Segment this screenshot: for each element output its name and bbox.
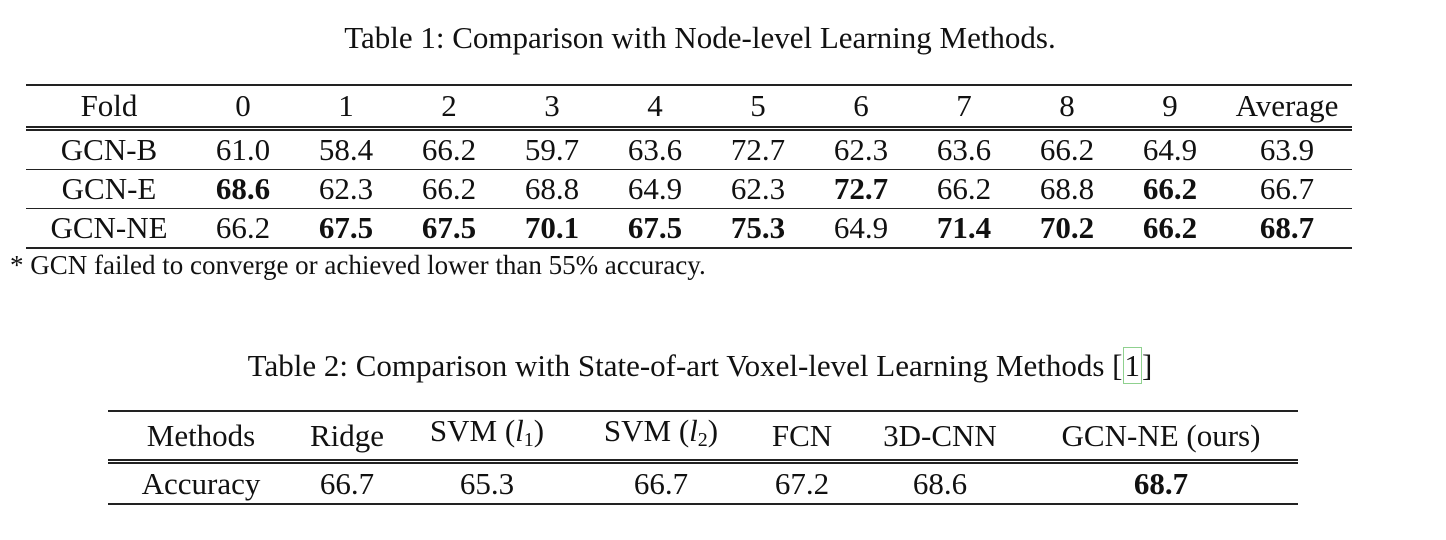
table-cell: 62.3 — [294, 169, 398, 209]
table-cell: 64.9 — [1142, 132, 1198, 167]
header-ridge: Ridge — [309, 417, 385, 453]
table-row: GCN-B 61.0 58.4 66.2 59.7 63.6 72.7 62.3 63.6 66.… — [26, 129, 1352, 170]
header-svm-l1: SVM (l1) — [400, 411, 574, 462]
table-cell: 72.7 — [730, 132, 786, 167]
table-cell: 64.9 — [810, 208, 912, 248]
svm-l1-sub: 1 — [523, 429, 534, 451]
table-cell: 66.2 — [398, 169, 500, 209]
table-cell: 61.0 — [215, 132, 271, 167]
table-cell: 58.4 — [318, 132, 374, 167]
table-cell: 75.3 — [706, 208, 810, 248]
svm-l1-prefix: SVM ( — [429, 413, 516, 448]
table-cell: 67.5 — [294, 208, 398, 248]
header-fold-5: 5 — [750, 88, 766, 123]
table-cell: 59.7 — [524, 132, 580, 167]
table1-footnote: * GCN failed to converge or achieved low… — [10, 250, 706, 280]
table-cell: 66.7 — [1222, 169, 1352, 209]
table2-accuracy-row: Accuracy 66.7 65.3 66.7 67.2 68.6 68.7 — [108, 462, 1298, 505]
header-fold-4: 4 — [647, 88, 663, 123]
table-cell: 66.2 — [192, 208, 294, 248]
accuracy-gcn-ne: 68.7 — [1133, 465, 1189, 501]
table-cell: 68.8 — [1016, 169, 1118, 209]
header-fold-8: 8 — [1059, 88, 1075, 123]
citation-link[interactable]: 1 — [1122, 347, 1142, 384]
header-average: Average — [1235, 88, 1339, 123]
table2-caption-text: Table 2: Comparison with State-of-art Vo… — [247, 348, 1113, 383]
table2-header-row: Methods Ridge SVM (l1) SVM (l2) FCN 3D-C… — [108, 411, 1298, 462]
citation-close-bracket: ] — [1142, 348, 1153, 383]
svm-l1-suffix: ) — [533, 413, 545, 448]
header-svm-l2: SVM (l2) — [574, 411, 748, 462]
table1-header-row: Fold 0 1 2 3 4 5 6 7 8 9 Average — [26, 85, 1352, 129]
header-fold-7: 7 — [956, 88, 972, 123]
table-row: GCN-NE 66.2 67.5 67.5 70.1 67.5 75.3 64.9 71.4 70… — [26, 208, 1352, 248]
header-fold-2: 2 — [441, 88, 457, 123]
table-cell: 63.9 — [1259, 132, 1315, 167]
voxel-level-comparison-table: Methods Ridge SVM (l1) SVM (l2) FCN 3D-C… — [108, 410, 1298, 505]
header-fold-0: 0 — [235, 88, 251, 123]
table-cell: 70.1 — [500, 208, 604, 248]
accuracy-svm-l2: 66.7 — [633, 465, 689, 501]
header-gcn-ne: GCN-NE (ours) — [1061, 417, 1261, 453]
table-cell: 66.2 — [1039, 132, 1095, 167]
svm-l2-prefix: SVM ( — [603, 413, 690, 448]
header-fold-9: 9 — [1162, 88, 1178, 123]
header-fold-3: 3 — [544, 88, 560, 123]
table-cell: 64.9 — [604, 169, 706, 209]
table-cell: 66.2 — [1118, 169, 1222, 209]
table-cell: 68.8 — [500, 169, 604, 209]
svm-l2-sub: 2 — [697, 429, 708, 451]
table-cell: 63.6 — [936, 132, 992, 167]
table-cell: 67.5 — [604, 208, 706, 248]
header-methods: Methods — [146, 417, 256, 453]
accuracy-fcn: 67.2 — [774, 465, 830, 501]
header-3d-cnn: 3D-CNN — [883, 417, 997, 453]
citation-open-bracket: [ — [1112, 348, 1123, 383]
table-cell: 62.3 — [833, 132, 889, 167]
table-cell: 71.4 — [912, 208, 1016, 248]
header-fold-1: 1 — [338, 88, 354, 123]
svm-l1-var: l — [515, 413, 524, 448]
table2-caption: Table 2: Comparison with State-of-art Vo… — [0, 347, 1423, 384]
table-cell: 67.5 — [398, 208, 500, 248]
table-cell: 72.7 — [810, 169, 912, 209]
table-cell: 66.2 — [421, 132, 477, 167]
table-row: GCN-E 68.6 62.3 66.2 68.8 64.9 62.3 72.7 66.2 68.… — [26, 169, 1352, 209]
table1-caption: Table 1: Comparison with Node-level Lear… — [344, 20, 1056, 55]
method-name: GCN-E — [26, 169, 192, 209]
node-level-comparison-table: Fold 0 1 2 3 4 5 6 7 8 9 Average GCN-B 61… — [26, 84, 1352, 249]
method-name: GCN-NE — [26, 208, 192, 248]
header-fcn: FCN — [771, 417, 833, 453]
accuracy-ridge: 66.7 — [319, 465, 375, 501]
method-name: GCN-B — [60, 132, 158, 167]
accuracy-label: Accuracy — [141, 465, 261, 501]
table-cell: 66.2 — [1118, 208, 1222, 248]
table-cell: 62.3 — [706, 169, 810, 209]
table-cell: 63.6 — [627, 132, 683, 167]
header-fold-6: 6 — [853, 88, 869, 123]
table-cell: 66.2 — [912, 169, 1016, 209]
table-cell: 68.6 — [192, 169, 294, 209]
svm-l2-suffix: ) — [707, 413, 719, 448]
accuracy-3d-cnn: 68.6 — [912, 465, 968, 501]
svm-l2-var: l — [689, 413, 698, 448]
header-fold: Fold — [80, 88, 138, 123]
table-cell: 70.2 — [1016, 208, 1118, 248]
accuracy-svm-l1: 65.3 — [459, 465, 515, 501]
table-cell: 68.7 — [1222, 208, 1352, 248]
